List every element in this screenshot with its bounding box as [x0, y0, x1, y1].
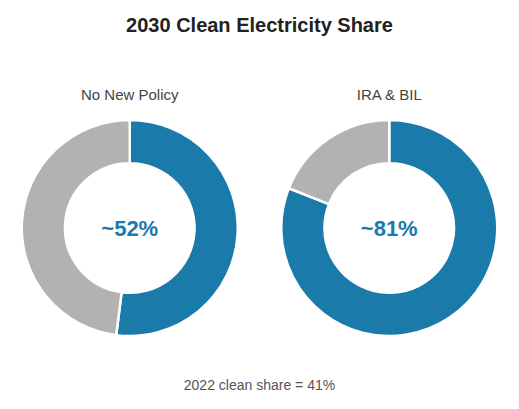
donut-chart: IRA & BIL ~81% [281, 86, 497, 336]
chart-label: IRA & BIL [357, 86, 422, 103]
donut-slice [281, 120, 497, 336]
center-label: ~52% [101, 216, 158, 241]
center-label: ~81% [361, 216, 418, 241]
slices [22, 120, 238, 336]
donut-slice [289, 120, 389, 204]
donut-chart: No New Policy ~52% [22, 86, 238, 336]
subtitle: 2022 clean share = 41% [184, 377, 335, 393]
chart-container: 2030 Clean Electricity Share 2022 clean s… [0, 0, 519, 409]
slices [281, 120, 497, 336]
chart-svg: 2030 Clean Electricity Share 2022 clean s… [0, 0, 519, 409]
chart-label: No New Policy [81, 86, 179, 103]
title: 2030 Clean Electricity Share [126, 14, 393, 36]
